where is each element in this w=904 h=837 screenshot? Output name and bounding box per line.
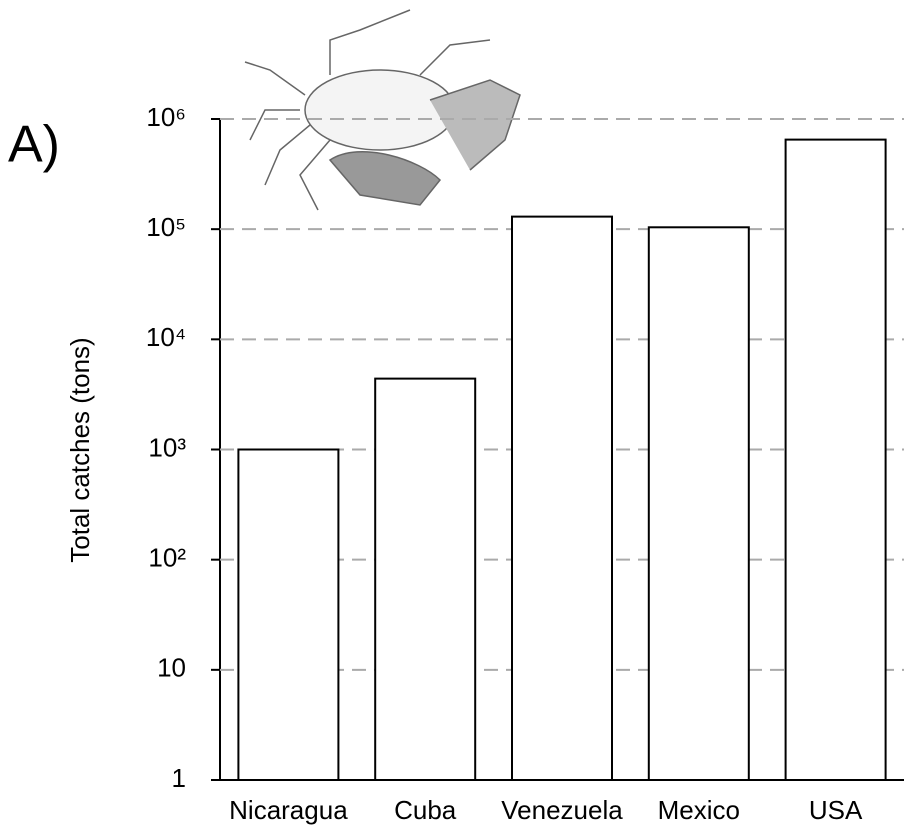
y-tick-label: 10⁶ xyxy=(146,102,186,132)
y-tick-label: 10⁵ xyxy=(146,212,186,242)
x-tick-label: Cuba xyxy=(394,795,457,825)
x-tick-label: Venezuela xyxy=(501,795,623,825)
bar xyxy=(375,379,475,780)
y-tick-label: 10³ xyxy=(148,432,186,462)
crab-illustration xyxy=(245,10,520,210)
y-tick-label: 10² xyxy=(148,543,186,573)
bar xyxy=(512,217,612,780)
panel-label: A) xyxy=(8,116,60,174)
y-tick-label: 1 xyxy=(172,763,186,793)
bar xyxy=(649,227,749,780)
bar xyxy=(238,450,338,781)
y-tick-label: 10 xyxy=(157,653,186,683)
chart: A) Total catches (tons) 1 10 10² 10³ 10⁴ 10⁵ 1… xyxy=(0,0,904,837)
bar xyxy=(786,140,886,780)
y-tick-label: 10⁴ xyxy=(146,322,186,352)
x-tick-label: USA xyxy=(809,795,863,825)
x-tick-label: Mexico xyxy=(658,795,740,825)
y-axis-label: Total catches (tons) xyxy=(65,337,95,562)
x-tick-label: Nicaragua xyxy=(229,795,348,825)
